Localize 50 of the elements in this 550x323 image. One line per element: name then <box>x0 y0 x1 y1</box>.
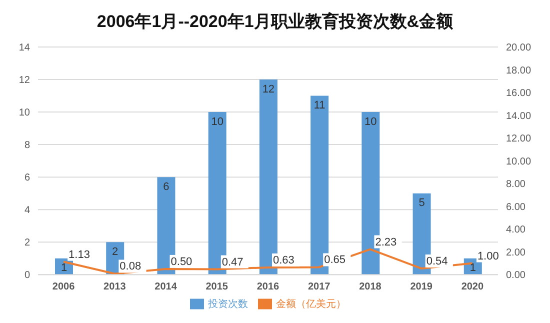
x-tick-label: 2014 <box>154 282 178 293</box>
y-tick-label: 10 <box>18 108 30 119</box>
data-label: 0.65 <box>324 254 346 266</box>
y2-tick-label: 16.00 <box>506 88 532 100</box>
data-label: 0.63 <box>273 254 294 266</box>
y-tick-label: 2 <box>24 238 30 249</box>
y-tick-label: 12 <box>18 75 30 86</box>
data-label: 0.54 <box>426 255 448 268</box>
x-tick-label: 2019 <box>410 282 433 293</box>
x-tick-label: 2013 <box>104 282 126 293</box>
x-tick-label: 2016 <box>256 282 280 293</box>
data-label: 0.47 <box>222 256 244 268</box>
data-label: 1 <box>60 262 68 274</box>
x-tick-label: 2018 <box>359 282 382 293</box>
x-tick-label: 2006 <box>52 282 76 293</box>
x-tick-label: 2015 <box>206 282 228 293</box>
legend-label: 金额（亿美元） <box>276 298 346 310</box>
y-tick-label: 14 <box>18 42 30 54</box>
data-label: 6 <box>163 180 170 193</box>
y-tick-label: 0 <box>24 270 30 282</box>
data-label: 10 <box>364 116 377 128</box>
y2-tick-label: 2.00 <box>506 247 526 258</box>
data-label: 11 <box>314 100 326 112</box>
x-tick-label: 2020 <box>461 282 484 293</box>
y2-tick-label: 0.00 <box>506 270 526 282</box>
x-tick-label: 2017 <box>308 282 331 293</box>
data-label: 1.00 <box>477 250 499 262</box>
y-tick-label: 8 <box>24 140 30 152</box>
data-label: 2 <box>112 246 118 258</box>
y2-tick-label: 8.00 <box>506 179 526 190</box>
data-label: 0.50 <box>170 256 192 268</box>
data-label: 1 <box>470 262 476 274</box>
chart-title: 2006年1月--2020年1月职业教育投资次数&金额 <box>96 11 454 33</box>
y2-tick-label: 20.00 <box>506 42 532 54</box>
y-tick-label: 6 <box>24 172 30 184</box>
data-label: 12 <box>262 83 275 96</box>
legend-label: 投资次数 <box>208 298 248 310</box>
y2-tick-label: 6.00 <box>506 202 526 213</box>
data-label: 2.23 <box>375 236 397 248</box>
y2-tick-label: 4.00 <box>506 224 526 236</box>
data-label: 10 <box>211 116 224 128</box>
data-label: 5 <box>418 197 425 210</box>
data-label: 0.08 <box>120 260 142 273</box>
line-series <box>62 248 474 275</box>
y2-tick-label: 14.00 <box>506 110 532 122</box>
y-tick-label: 4 <box>24 205 30 216</box>
y2-tick-label: 12.00 <box>506 134 532 145</box>
y2-tick-label: 10.00 <box>506 156 532 168</box>
data-label: 1.13 <box>68 248 90 261</box>
y2-tick-label: 18.00 <box>506 65 532 76</box>
